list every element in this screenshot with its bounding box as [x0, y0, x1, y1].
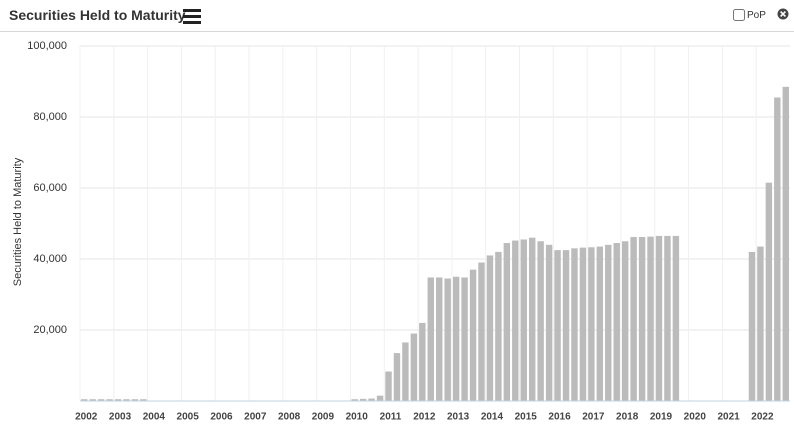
bar — [436, 277, 443, 401]
bar — [630, 236, 637, 401]
x-tick-label: 2005 — [177, 412, 200, 423]
bar — [545, 244, 553, 401]
bar — [503, 243, 511, 401]
bar — [478, 262, 485, 401]
bar — [469, 269, 477, 401]
bar — [427, 277, 434, 401]
x-tick-label: 2011 — [380, 412, 402, 423]
x-tick-label: 2015 — [515, 412, 538, 423]
x-tick-label: 2006 — [210, 412, 233, 423]
x-tick-label: 2014 — [481, 412, 504, 423]
close-button[interactable] — [777, 8, 789, 20]
x-tick-label: 2013 — [447, 412, 470, 423]
widget-title: Securities Held to Maturity — [9, 7, 186, 23]
x-tick-label: 2019 — [650, 412, 673, 423]
bar — [495, 251, 502, 401]
bar — [385, 371, 392, 401]
bar — [613, 243, 620, 401]
bar — [748, 251, 756, 401]
x-tick-label: 2010 — [346, 412, 369, 423]
header: Securities Held to Maturity PoP — [0, 0, 794, 32]
bar — [140, 399, 147, 401]
menu-icon[interactable] — [183, 8, 201, 24]
bar — [621, 241, 629, 401]
bar — [402, 342, 409, 401]
bar — [554, 250, 561, 401]
x-tick-label: 2012 — [413, 412, 436, 423]
bar — [131, 399, 139, 401]
bar — [376, 395, 384, 401]
bar — [765, 182, 773, 401]
bar — [537, 241, 544, 401]
chart: Securities Held to Maturity 20,000 40,000… — [12, 40, 790, 423]
bar — [655, 235, 663, 401]
pop-checkbox[interactable] — [733, 9, 745, 21]
bar — [588, 247, 595, 401]
x-tick-label: 2004 — [143, 412, 166, 423]
bar — [782, 86, 789, 401]
bar — [579, 247, 587, 401]
y-tick-label: 20,000 — [33, 324, 67, 336]
x-tick-label: 2009 — [312, 412, 335, 423]
y-axis-label: Securities Held to Maturity — [12, 157, 24, 286]
bar — [528, 237, 536, 401]
x-tick-label: 2016 — [548, 412, 571, 423]
bar — [351, 399, 358, 401]
bar — [571, 248, 578, 401]
bar — [114, 399, 122, 401]
x-tick-label: 2020 — [684, 412, 707, 423]
bar — [647, 236, 654, 401]
bar — [444, 278, 451, 401]
bar — [123, 399, 130, 401]
pop-toggle[interactable]: PoP — [733, 9, 766, 21]
y-tick-label: 40,000 — [33, 253, 67, 265]
bar — [757, 246, 764, 401]
y-tick-label: 60,000 — [33, 182, 67, 194]
x-tick-label: 2002 — [75, 412, 98, 423]
bar — [97, 399, 105, 401]
bar — [486, 255, 494, 401]
bar — [106, 399, 113, 401]
bar — [512, 240, 519, 401]
x-tick-label: 2017 — [582, 412, 605, 423]
bar — [461, 277, 468, 401]
y-tick-label: 100,000 — [27, 40, 67, 52]
bar — [410, 333, 418, 401]
bar — [452, 276, 460, 401]
x-tick-label: 2007 — [244, 412, 267, 423]
bar — [638, 236, 646, 401]
bar — [359, 398, 367, 401]
y-tick-label: 80,000 — [33, 111, 67, 123]
bar — [81, 399, 88, 401]
pop-label: PoP — [747, 9, 766, 21]
x-tick-label: 2022 — [751, 412, 774, 423]
x-tick-label: 2008 — [278, 412, 301, 423]
bar — [393, 353, 401, 401]
x-tick-label: 2003 — [109, 412, 132, 423]
bar — [562, 250, 570, 401]
x-tick-label: 2021 — [717, 412, 740, 423]
bar — [672, 235, 680, 401]
bar — [89, 399, 96, 401]
x-tick-label: 2018 — [616, 412, 639, 423]
bar — [596, 246, 604, 401]
bar — [520, 239, 527, 401]
bar — [664, 235, 671, 401]
bar — [605, 244, 612, 401]
bar — [774, 97, 781, 401]
bar — [368, 398, 375, 401]
bar — [419, 322, 426, 401]
